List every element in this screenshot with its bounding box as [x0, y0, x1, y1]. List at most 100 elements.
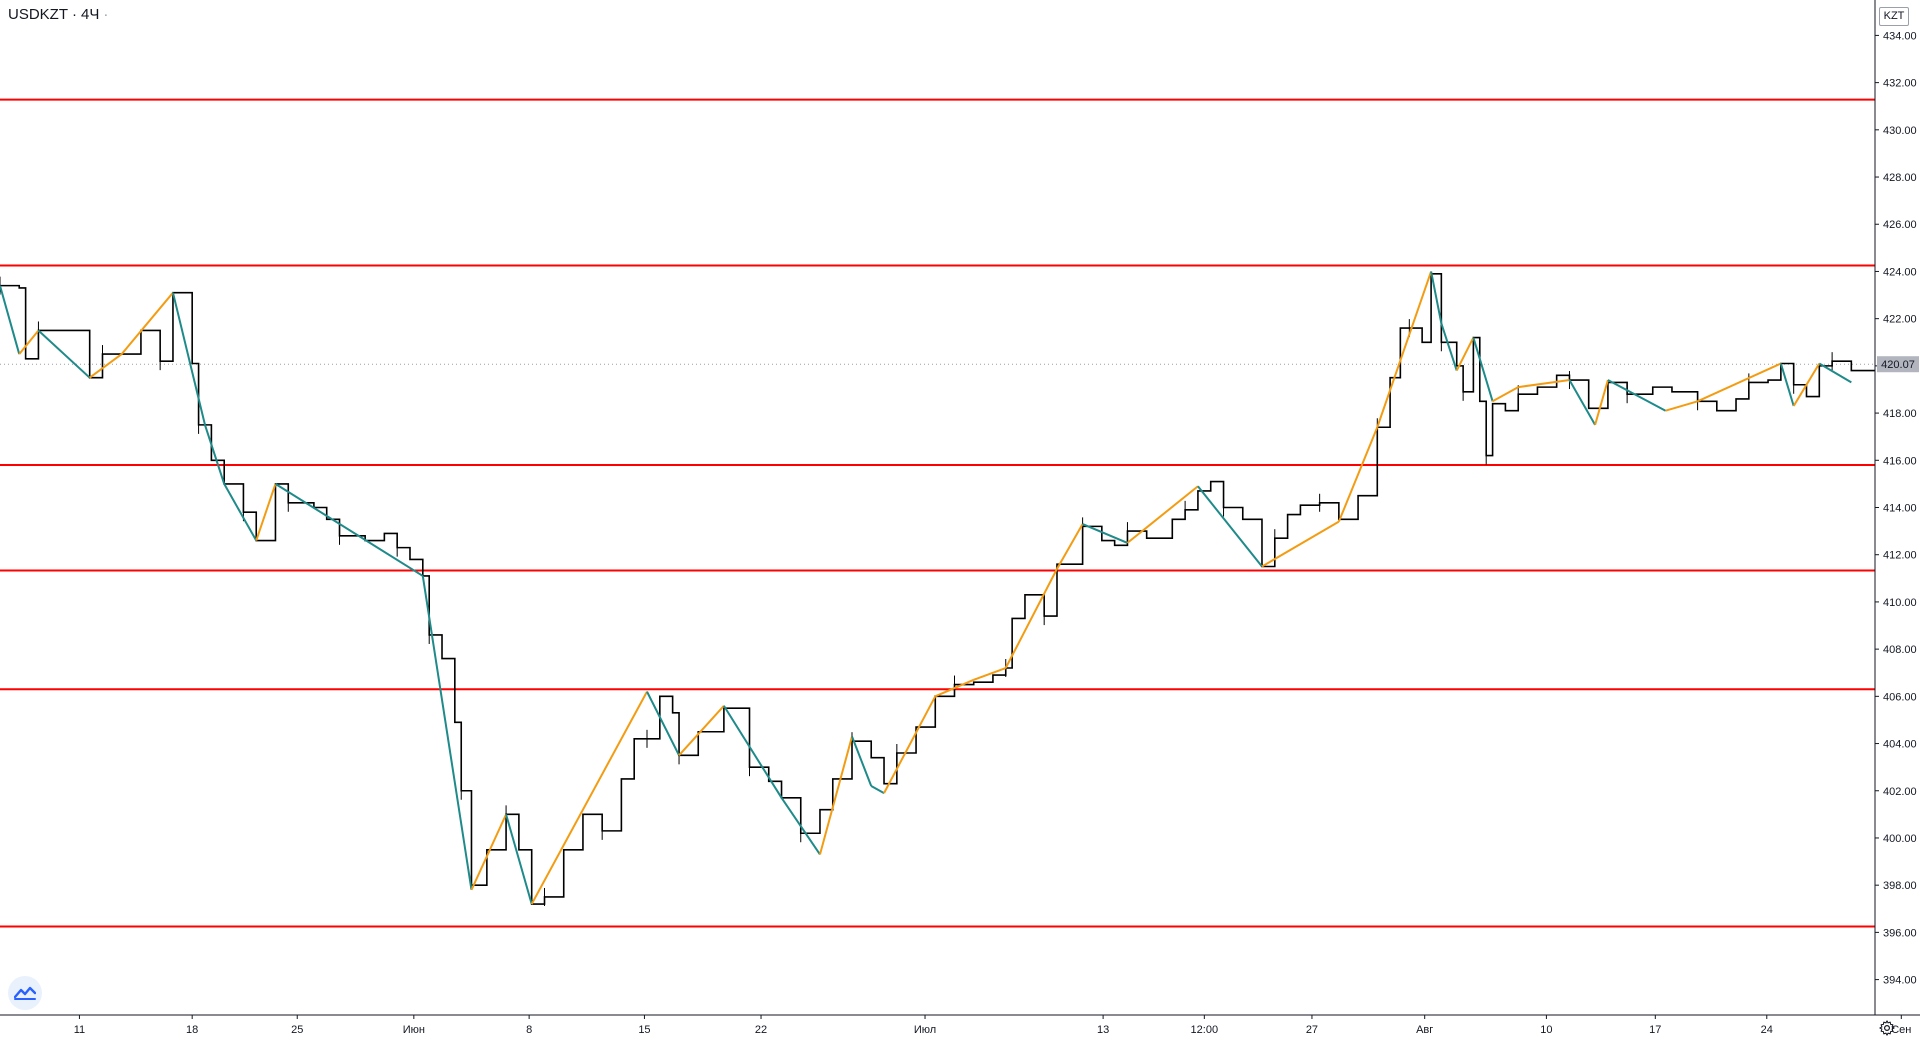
currency-badge[interactable]: KZT: [1879, 7, 1909, 26]
tradingview-logo-icon[interactable]: [8, 976, 42, 1010]
zigzag-segment: [37, 329, 91, 379]
y-tick-label: 422.00: [1883, 314, 1917, 326]
zigzag-segment: [819, 736, 853, 855]
zigzag-segment: [470, 813, 507, 891]
zigzag-segment: [421, 575, 473, 891]
y-tick-label: 412.00: [1883, 550, 1917, 562]
y-tick-label: 430.00: [1883, 125, 1917, 137]
zigzag-series: [0, 271, 1852, 905]
zigzag-segment: [723, 705, 783, 799]
last-price-tag: [1877, 356, 1919, 373]
symbol-header[interactable]: USDKZT · 4Ч ·: [8, 6, 112, 23]
y-tick-label: 400.00: [1883, 833, 1917, 845]
x-tick-label: Июн: [403, 1024, 425, 1036]
y-tick-label: 428.00: [1883, 172, 1917, 184]
price-axis-panel: [1875, 0, 1920, 1046]
logo-glyph: [14, 986, 36, 1000]
zigzag-segment: [1607, 379, 1667, 412]
zigzag-segment: [1455, 337, 1475, 372]
gear-glyph: [1879, 1020, 1895, 1036]
x-tick-label: 27: [1306, 1024, 1318, 1036]
header-separator: ·: [72, 6, 77, 23]
x-tick-label: 24: [1761, 1024, 1773, 1036]
zigzag-segment: [120, 292, 174, 355]
zigzag-segment: [883, 695, 937, 794]
horizontal-levels[interactable]: 431.28424.25415.80411.33406.30396.25: [0, 91, 1919, 935]
zigzag-segment: [1594, 379, 1609, 426]
time-axis[interactable]: 111825Июн81522Июл1312:0027Авг101724Сен12…: [0, 1014, 1920, 1036]
y-tick-label: 396.00: [1883, 927, 1917, 939]
zigzag-segment: [505, 814, 533, 905]
zigzag-segment: [934, 678, 975, 698]
price-axis[interactable]: 394.00 396.00 398.00 400.00 402.00 404.00 406.…: [1874, 0, 1920, 1046]
zigzag-segment: [851, 736, 873, 787]
x-tick-label: 18: [186, 1024, 198, 1036]
price-series: [0, 273, 1885, 906]
zigzag-segment: [1376, 271, 1433, 428]
y-tick-label: 434.00: [1883, 30, 1917, 42]
zigzag-segment: [1197, 485, 1263, 568]
zigzag-segment: [255, 483, 277, 541]
zigzag-segment: [1518, 379, 1570, 389]
y-tick-label: 424.00: [1883, 266, 1917, 278]
zigzag-segment: [646, 691, 680, 756]
x-tick-label: 15: [638, 1024, 650, 1036]
zigzag-segment: [1004, 568, 1058, 669]
zigzag-segment: [0, 285, 21, 355]
y-tick-label: 418.00: [1883, 408, 1917, 420]
zigzag-segment: [204, 424, 226, 485]
zigzag-segment: [171, 292, 206, 426]
zigzag-segment: [1818, 362, 1852, 384]
y-tick-label: 414.00: [1883, 503, 1917, 515]
zigzag-segment: [1697, 362, 1782, 403]
zigzag-segment: [870, 785, 885, 794]
zigzag-segment: [18, 329, 40, 355]
y-tick-label: 398.00: [1883, 880, 1917, 892]
x-tick-label: 11: [74, 1024, 85, 1036]
zigzag-segment: [1472, 337, 1494, 402]
zigzag-segment: [1568, 379, 1596, 426]
y-tick-label: 402.00: [1883, 786, 1917, 798]
zigzag-segment: [1082, 523, 1128, 544]
x-tick-label: Июл: [914, 1024, 936, 1036]
zigzag-segment: [1056, 523, 1084, 570]
y-tick-label: 394.00: [1883, 975, 1917, 987]
price-line: [0, 273, 1885, 905]
zigzag-segment: [1126, 485, 1199, 544]
y-tick-label: 432.00: [1883, 78, 1917, 90]
x-tick-label: 12:00: [1191, 1024, 1219, 1036]
y-tick-label: 404.00: [1883, 739, 1917, 751]
x-tick-label: 22: [755, 1024, 767, 1036]
zigzag-segment: [1430, 271, 1443, 324]
zigzag-segment: [1261, 520, 1340, 568]
zigzag-segment: [780, 797, 821, 856]
zigzag-segment: [530, 691, 648, 905]
zigzag-segment: [1337, 426, 1379, 523]
zigzag-segment: [1492, 386, 1519, 403]
y-tick-label: 410.00: [1883, 597, 1917, 609]
x-tick-label: 17: [1649, 1024, 1661, 1036]
zigzag-segment: [1440, 323, 1458, 371]
x-tick-label: Авг: [1416, 1024, 1433, 1036]
zigzag-segment: [1779, 363, 1795, 407]
zigzag-segment: [678, 705, 725, 757]
gear-icon[interactable]: [1874, 1015, 1900, 1041]
x-tick-label: 8: [526, 1024, 532, 1036]
zigzag-segment: [1665, 400, 1698, 412]
y-tick-label: 426.00: [1883, 219, 1917, 231]
header-suffix: ·: [103, 6, 109, 23]
y-tick-label: 416.00: [1883, 455, 1917, 467]
interval-label: 4Ч: [81, 6, 100, 23]
x-tick-label: 10: [1540, 1024, 1552, 1036]
y-tick-label: 406.00: [1883, 691, 1917, 703]
zigzag-segment: [973, 667, 1007, 681]
x-tick-label: 13: [1097, 1024, 1109, 1036]
zigzag-segment: [89, 353, 123, 379]
x-tick-label: Сен: [1891, 1024, 1911, 1036]
zigzag-segment: [1792, 362, 1821, 407]
symbol-name: USDKZT: [8, 6, 68, 23]
y-tick-label: 408.00: [1883, 644, 1917, 656]
last-price-label: 420.07: [1881, 359, 1915, 371]
